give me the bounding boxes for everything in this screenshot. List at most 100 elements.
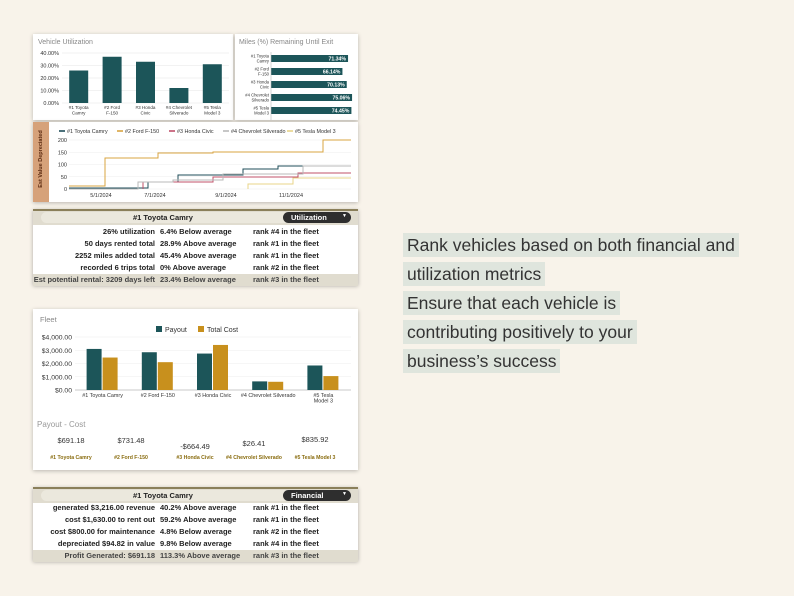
table-row: depreciated $94.82 in value 9.8% Below av… (33, 538, 358, 550)
fleet-legend-label[interactable]: Payout (165, 327, 187, 334)
util-bar[interactable] (102, 56, 122, 103)
table-row: recorded 6 trips total 0% Above average ra… (33, 262, 358, 274)
table-row: cost $1,630.00 to rent out 59.2% Above av… (33, 514, 358, 526)
util-ytick: 30.00% (40, 64, 59, 70)
payout-value: $691.18 (57, 436, 85, 445)
metric-comparison: 59.2% Above average (160, 515, 237, 524)
util-bar[interactable] (169, 88, 189, 103)
util-ytick: 0.00% (43, 101, 59, 107)
depreciation-chart: #1 Toyota Camry #2 Ford F-150 #3 Honda Civ… (58, 129, 351, 199)
vehicle-utilization-card: Vehicle Utilization 40.00% 30.00% 20.00% 10… (33, 34, 233, 120)
fleet-bar[interactable] (197, 353, 212, 390)
fleet-xtick: #3 Honda Civic (195, 393, 232, 399)
util-chart-title: Vehicle Utilization (38, 39, 93, 46)
fleet-xtick: #4 Chevrolet Silverado (241, 393, 296, 399)
metric-value: depreciated $94.82 in value (57, 539, 155, 548)
fleet-bar[interactable] (323, 376, 339, 390)
metric-comparison: 4.8% Below average (160, 527, 232, 536)
miles-remaining-card: Miles (%) Remaining Until Exit 71.34% #1 … (235, 34, 358, 120)
fleet-ytick: $1,000.00 (42, 374, 72, 381)
table-row: generated $3,216.00 revenue 40.2% Above a… (33, 502, 358, 514)
table-row: 26% utilization 6.4% Below average rank #4… (33, 226, 358, 238)
legend-label[interactable]: #3 Honda Civic (177, 129, 214, 135)
payout-value: $26.41 (242, 439, 266, 448)
miles-ytick: F-150 (258, 72, 270, 77)
legend-label[interactable]: #2 Ford F-150 (125, 129, 159, 135)
line-xtick: 11/1/2024 (279, 193, 303, 199)
legend-label[interactable]: #1 Toyota Camry (67, 129, 108, 135)
util-bar[interactable] (136, 61, 155, 103)
metric-value: recorded 6 trips total (80, 263, 155, 272)
metric-comparison: 0% Above average (160, 263, 227, 272)
fleet-ytick: $3,000.00 (42, 348, 72, 355)
fleet-bar[interactable] (86, 348, 102, 390)
miles-bar[interactable] (271, 81, 347, 88)
fleet-bar[interactable] (307, 365, 323, 390)
line-series (142, 172, 351, 189)
fleet-bar[interactable] (157, 362, 173, 390)
metric-comparison: 45.4% Above average (160, 251, 237, 260)
fleet-bar[interactable] (213, 344, 228, 390)
metric-rank: rank #1 in the fleet (253, 503, 319, 512)
legend-label[interactable]: #4 Chevrolet Silverado (231, 129, 286, 135)
util-ytick: 40.00% (40, 51, 59, 57)
miles-ytick: #5 Tesla (253, 106, 269, 111)
depreciation-card: Est Value Depreciated #1 Toyota Camry #2 … (33, 122, 358, 202)
table-row: 2252 miles added total 45.4% Above averag… (33, 250, 358, 262)
payout-value: -$664.49 (180, 442, 210, 451)
metric-dropdown-value: Financial (291, 491, 324, 500)
metric-dropdown-value: Utilization (291, 213, 327, 222)
metric-comparison: 6.4% Below average (160, 227, 232, 236)
util-xtick: Civic (141, 111, 152, 116)
metric-comparison: 113.3% Above average (160, 551, 241, 560)
fleet-chart-title: Fleet (40, 315, 57, 324)
payout-vehicle-name: #2 Ford F-150 (114, 455, 148, 461)
util-xtick: Model 3 (204, 111, 221, 116)
fleet-bar[interactable] (252, 381, 268, 390)
fleet-legend-swatch (156, 326, 162, 332)
vehicle-dropdown[interactable]: #1 Toyota Camry ▼ (41, 212, 303, 223)
chevron-down-icon: ▼ (342, 213, 347, 219)
line-ytick: 200 (58, 138, 67, 144)
line-ytick: 150 (58, 150, 67, 156)
miles-bar[interactable] (271, 94, 353, 101)
line-series (69, 165, 351, 189)
payout-vehicle-name: #1 Toyota Camry (50, 455, 92, 461)
metric-dropdown[interactable]: Utilization ▼ (283, 212, 351, 223)
line-xtick: 5/1/2024 (90, 193, 111, 199)
depreciation-side-tab[interactable]: Est Value Depreciated (33, 122, 49, 202)
miles-ytick: Model 3 (254, 111, 270, 116)
util-xtick: #4 Chevrolet (166, 105, 193, 110)
miles-chart-title: Miles (%) Remaining Until Exit (239, 39, 334, 46)
miles-bar[interactable] (271, 55, 349, 62)
metric-value: 26% utilization (102, 227, 155, 236)
metric-rank: rank #1 in the fleet (253, 515, 319, 524)
fleet-bar[interactable] (268, 381, 284, 390)
fleet-legend-label[interactable]: Total Cost (207, 327, 238, 334)
util-bar[interactable] (69, 70, 89, 104)
metric-rank: rank #4 in the fleet (253, 539, 319, 548)
util-xtick: #2 Ford (104, 105, 120, 110)
miles-bar[interactable] (271, 68, 343, 75)
fleet-xtick: Model 3 (314, 399, 333, 405)
util-xtick: Silverado (169, 111, 189, 116)
fleet-bar[interactable] (141, 352, 157, 390)
fleet-ytick: $2,000.00 (42, 361, 72, 368)
vehicle-dropdown[interactable]: #1 Toyota Camry (41, 490, 303, 501)
metric-comparison: 28.9% Above average (160, 239, 237, 248)
util-bar[interactable] (202, 64, 222, 103)
fleet-bar[interactable] (102, 357, 118, 390)
metric-dropdown[interactable]: Financial ▼ (283, 490, 351, 501)
util-chart: 40.00% 30.00% 20.00% 10.00% 0.00% #1 ToyotaCa… (40, 51, 229, 116)
legend-label[interactable]: #5 Tesla Model 3 (295, 129, 336, 135)
fleet-xtick: #5 Tesla (313, 393, 333, 399)
miles-ytick: Civic (260, 85, 269, 90)
metric-rank: rank #2 in the fleet (253, 263, 319, 272)
metric-value: cost $800.00 for maintenance (50, 527, 155, 536)
line-series (247, 177, 351, 189)
miles-ytick: Silverado (252, 98, 270, 103)
metric-value: Est potential rental: 3209 days left (33, 275, 155, 284)
metric-value: 50 days rented total (84, 239, 155, 248)
miles-bar[interactable] (271, 107, 352, 114)
